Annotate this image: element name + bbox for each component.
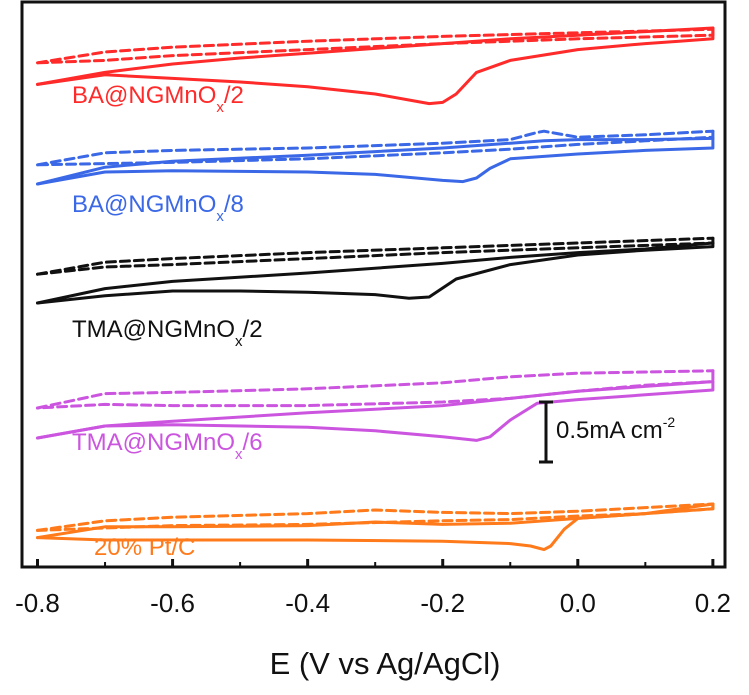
curve-label-main: TMA@NGMnO (72, 429, 235, 456)
curve-label-1: BA@NGMnOx/2 (72, 82, 244, 116)
x-axis-title: E (V vs Ag/AgCl) (270, 646, 501, 681)
cv-curve-3-solid-forward (36, 241, 715, 305)
curve-label-subscript: x (235, 333, 243, 350)
curve-label-main: TMA@NGMnO (72, 316, 235, 343)
cv-curve-2-solid-forward (36, 136, 715, 186)
cv-curve-3-solid-reverse (36, 241, 715, 305)
plot-frame (20, 0, 727, 569)
curve-label-5: 20% Pt/C (94, 534, 195, 561)
curve-label-tail: /6 (243, 429, 263, 456)
curve-label-tail: /2 (243, 316, 263, 343)
scale-bar-label: 0.5mA cm-2 (556, 414, 675, 444)
x-tick-label: -0.6 (150, 588, 195, 618)
cv-curve-5-solid-reverse (36, 502, 715, 552)
curves-layer (36, 26, 715, 552)
curve-label-2: BA@NGMnOx/8 (72, 191, 244, 225)
curve-label-tail: /8 (224, 191, 244, 218)
curve-label-subscript: x (235, 446, 243, 463)
curve-label-4: TMA@NGMnOx/6 (72, 429, 263, 463)
curve-labels-layer: BA@NGMnOx/2BA@NGMnOx/8TMA@NGMnOx/2TMA@NG… (72, 82, 263, 561)
cv-curve-1-dashed-forward (36, 27, 715, 65)
curve-label-subscript: x (216, 208, 224, 225)
curve-label-main: BA@NGMnO (72, 82, 216, 109)
cv-curve-3-dashed-forward (36, 236, 715, 276)
cv-curve-1-dashed-reverse (36, 27, 715, 65)
cv-curve-5-dashed-forward (36, 502, 715, 532)
curve-label-main: BA@NGMnO (72, 191, 216, 218)
cv-curve-2-solid-reverse (36, 136, 715, 186)
cv-curve-4-solid-reverse (36, 380, 715, 442)
cv-curve-1-solid-reverse (36, 26, 715, 106)
scale-bar: 0.5mA cm-2 (539, 400, 675, 464)
x-tick-label: 0.2 (695, 588, 731, 618)
x-axis-ticks: -0.8 -0.6 -0.4 -0.2 0.0 0.2 (15, 559, 731, 618)
curve-label-subscript: x (216, 99, 224, 116)
cv-curve-1-solid-forward (36, 26, 715, 86)
x-tick-label: -0.2 (420, 588, 465, 618)
x-tick-label: 0.0 (560, 588, 596, 618)
cv-curve-4-dashed-forward (36, 369, 715, 410)
curve-label-3: TMA@NGMnOx/2 (72, 316, 263, 350)
cv-curve-2-dashed-forward (36, 129, 715, 167)
x-tick-label: -0.8 (15, 588, 60, 618)
x-tick-label: -0.4 (285, 588, 330, 618)
curve-label-tail: /2 (224, 82, 244, 109)
curve-label-main: 20% Pt/C (94, 534, 195, 561)
